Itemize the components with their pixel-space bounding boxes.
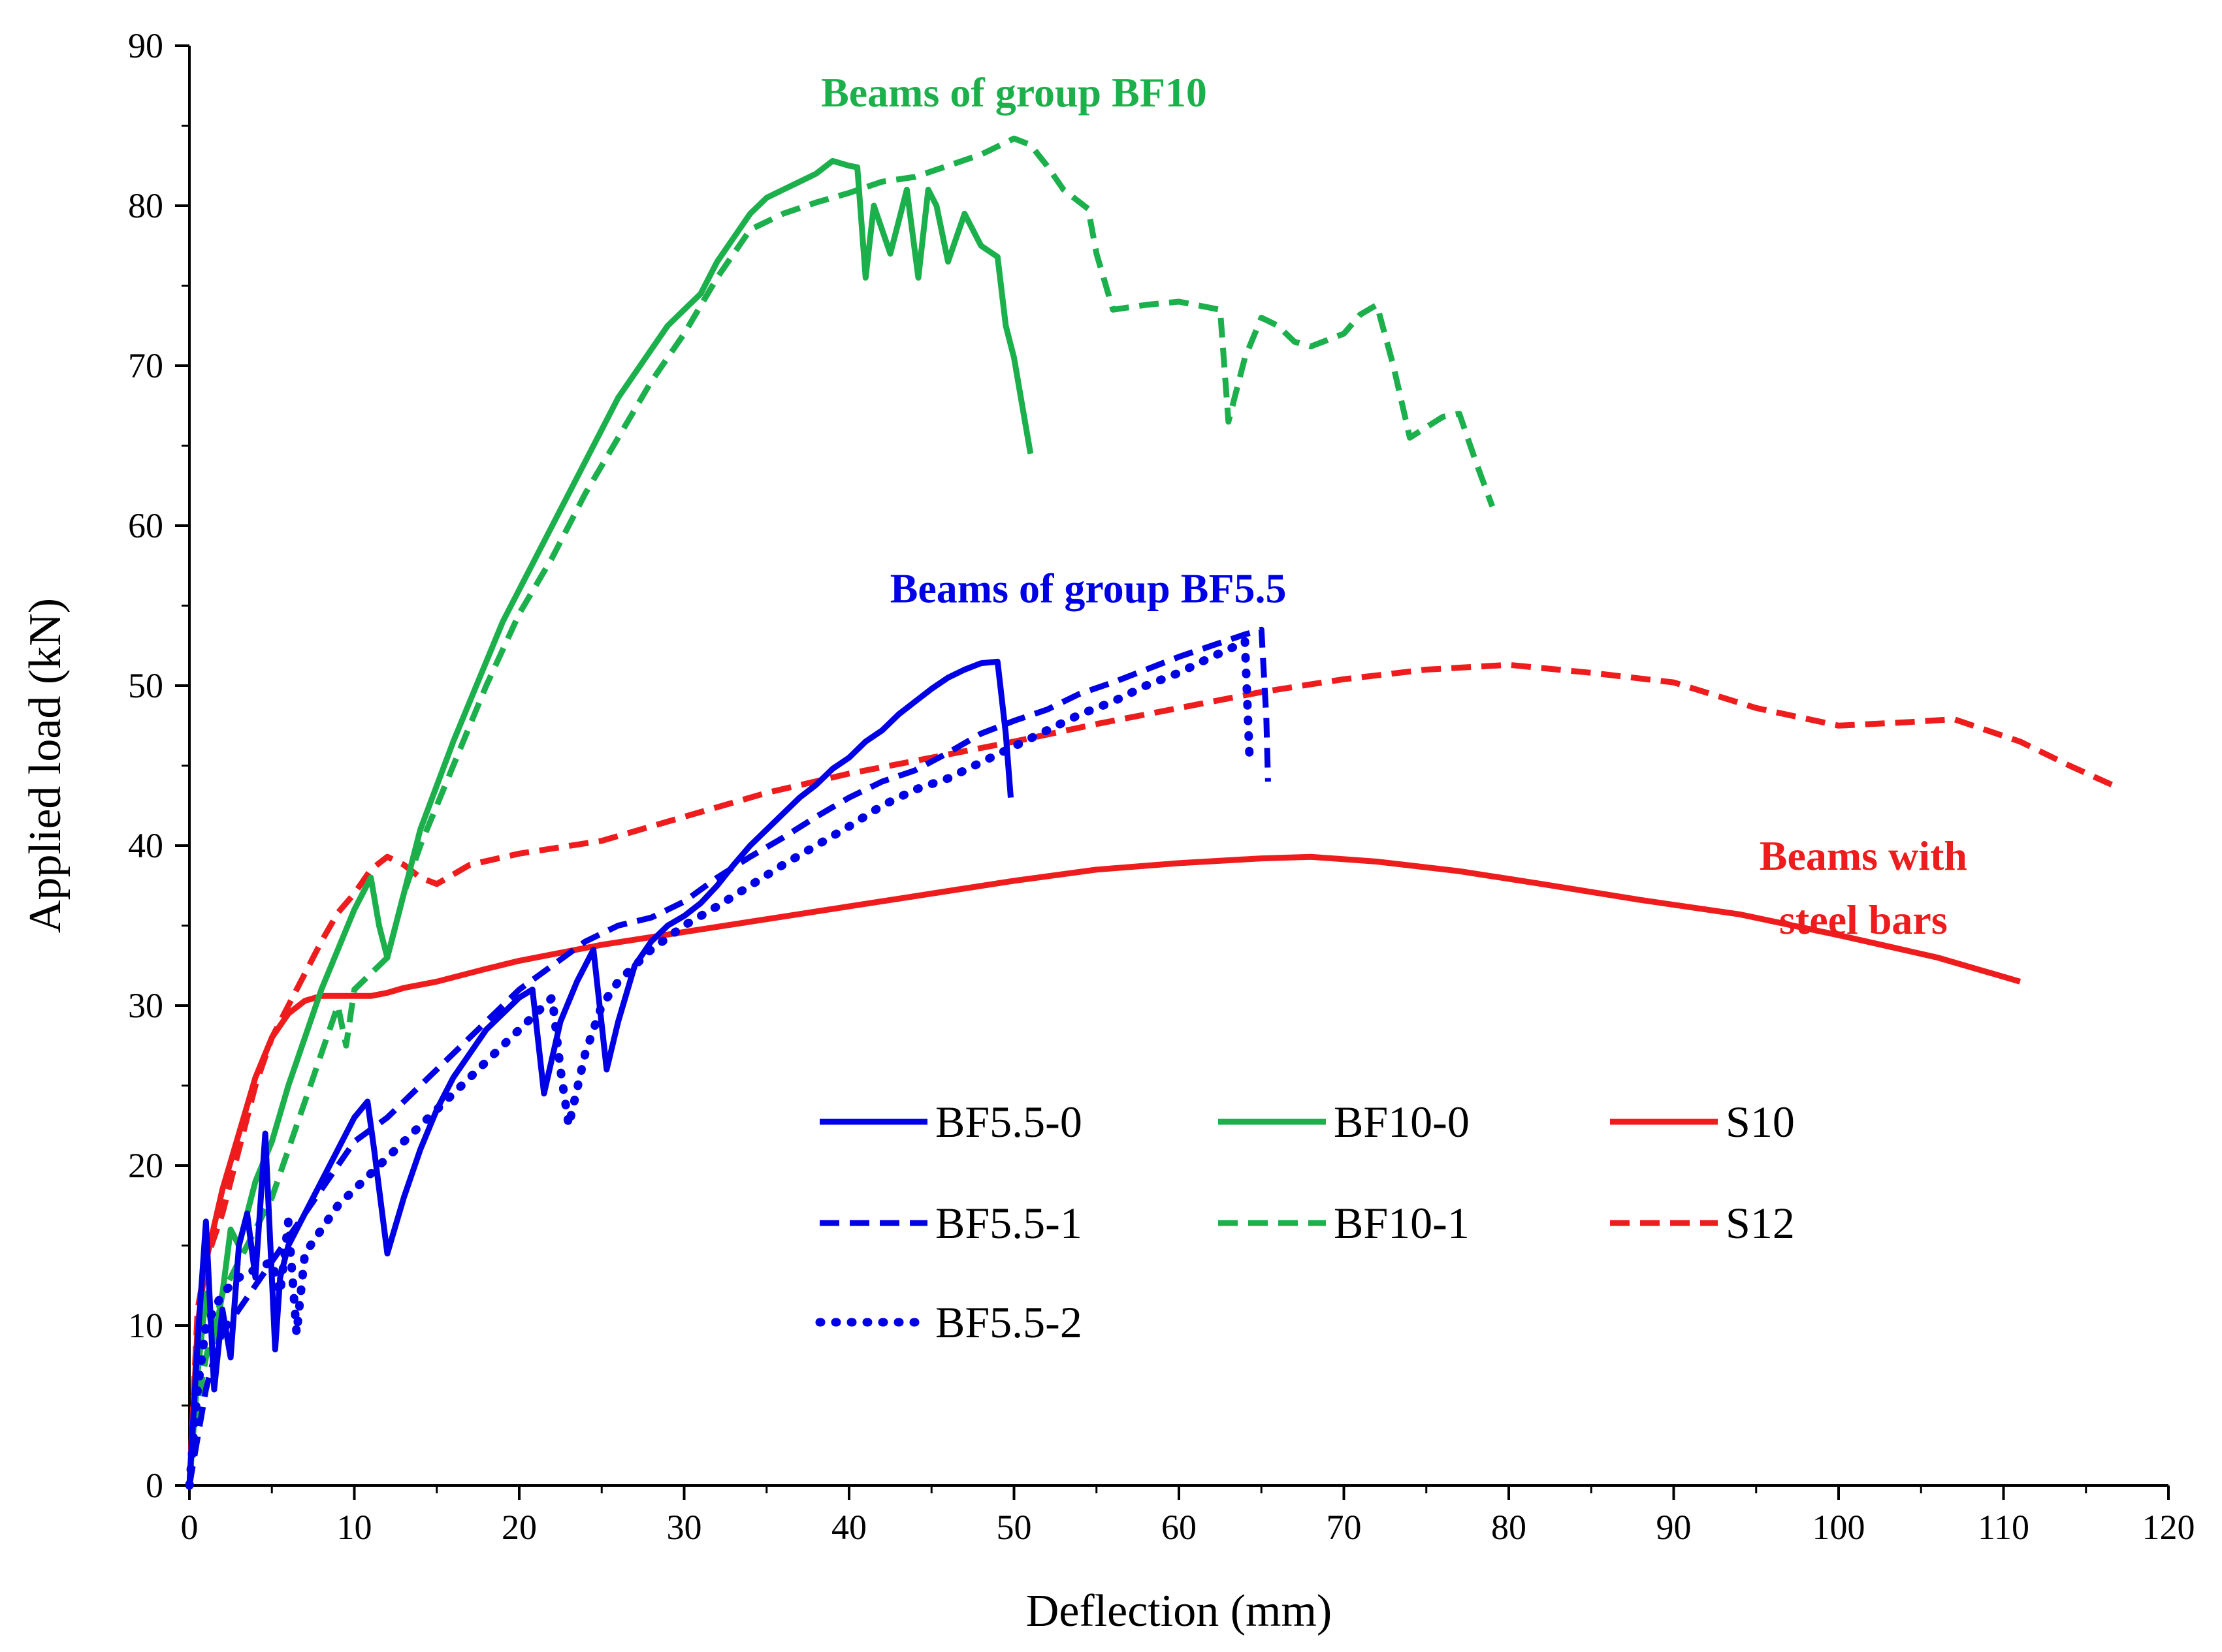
y-tick-label: 80	[128, 186, 163, 225]
series-layer	[185, 135, 2121, 1490]
x-tick-label: 60	[1161, 1508, 1197, 1547]
annotation-line: steel bars	[1779, 897, 1948, 943]
series-line-bf10-0	[186, 157, 1034, 1486]
series-line-s10	[186, 853, 2021, 1486]
legend-label-bf5-5-1: BF5.5-1	[935, 1198, 1082, 1248]
y-tick-label: 50	[128, 666, 163, 705]
x-tick-label: 70	[1327, 1508, 1362, 1547]
x-tick-label: 30	[667, 1508, 702, 1547]
legend: BF5.5-0 BF10-0 S10 BF5.5-1 BF10-1 S12 BF5.5-2	[815, 1097, 1795, 1347]
x-tick-label: 110	[1978, 1508, 2029, 1547]
legend-label-bf10-1: BF10-1	[1334, 1198, 1470, 1248]
x-tick-label: 50	[997, 1508, 1032, 1547]
legend-label-s12: S12	[1726, 1198, 1795, 1248]
x-tick-label: 80	[1491, 1508, 1526, 1547]
annotation-label: Beams of group BF10	[821, 69, 1207, 116]
x-tick-label: 100	[1812, 1508, 1865, 1547]
x-axis-title: Deflection (mm)	[1026, 1586, 1332, 1636]
annotation-label: Beams with steel bars	[1760, 833, 1967, 943]
annotation-line: Beams of group BF5.5	[890, 565, 1287, 612]
y-tick-label: 20	[128, 1146, 163, 1185]
legend-label-bf5-5-0: BF5.5-0	[935, 1097, 1082, 1147]
x-tick-label: 40	[831, 1508, 867, 1547]
series-line-s12	[186, 661, 2121, 1486]
annotations: Beams of group BF10 Beams of group BF5.5 B…	[821, 69, 1967, 943]
y-tick-label: 60	[128, 506, 163, 545]
legend-label-bf5-5-2: BF5.5-2	[935, 1297, 1082, 1347]
axes: 0 10 20 30 40 50 60 70 80 90 100 110 120 0 10 20 30 40 50 6…	[128, 26, 2195, 1547]
y-tick-label: 0	[146, 1466, 163, 1505]
y-tick-label: 40	[128, 826, 163, 865]
x-tick-label: 120	[2142, 1508, 2195, 1547]
legend-label-s10: S10	[1726, 1097, 1795, 1147]
annotation-label: Beams of group BF5.5	[890, 565, 1287, 612]
annotation-line: Beams of group BF10	[821, 69, 1207, 116]
y-tick-label: 30	[128, 986, 163, 1025]
x-tick-label: 90	[1656, 1508, 1692, 1547]
y-tick-label: 70	[128, 346, 163, 385]
y-tick-label: 10	[128, 1306, 163, 1345]
annotation-line: Beams with	[1760, 833, 1967, 879]
y-tick-label: 90	[128, 26, 163, 65]
x-tick-label: 10	[337, 1508, 372, 1547]
legend-label-bf10-0: BF10-0	[1334, 1097, 1470, 1147]
y-axis-title: Applied load (kN)	[20, 598, 71, 933]
series-line-bf10-1	[186, 135, 1496, 1486]
x-tick-label: 20	[502, 1508, 537, 1547]
series-line-bf5-5-0	[186, 658, 1014, 1486]
series-line-bf5-5-2	[185, 636, 1255, 1490]
x-tick-label: 0	[181, 1508, 199, 1547]
